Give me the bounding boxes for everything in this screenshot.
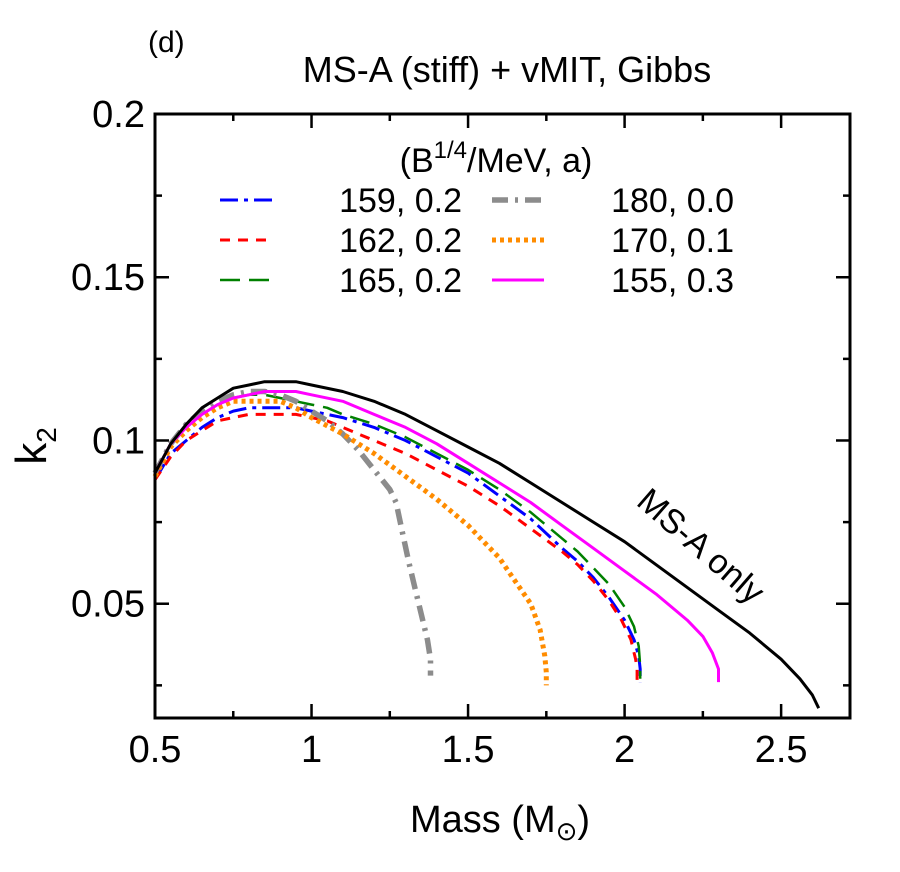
y-axis-label-sub: 2 [31, 427, 62, 443]
x-axis-label-main: Mass (M [410, 799, 556, 841]
x-tick-label: 1 [301, 729, 322, 771]
legend-title-post: /MeV, a) [467, 142, 592, 180]
y-tick-label: 0.1 [92, 420, 145, 462]
chart-title: MS-A (stiff) + vMIT, Gibbs [303, 49, 711, 90]
x-tick-label: 1.5 [442, 729, 495, 771]
y-tick-label: 0.2 [92, 94, 145, 136]
plot-area: 0.5 1 1.5 2 2.5 0.05 0.1 0.15 0.2 [71, 94, 852, 771]
x-tick-label: 2 [614, 729, 635, 771]
sun-symbol: ⊙ [556, 816, 578, 846]
curve-170-0-1 [152, 398, 549, 686]
plot-frame [153, 112, 852, 720]
legend-title: (B1/4/MeV, a) [400, 137, 593, 180]
curve-ms-a-only [153, 380, 821, 709]
ticks-layer [153, 112, 850, 718]
curve-155-0-3 [153, 390, 720, 683]
panel-label: (d) [148, 26, 185, 59]
legend-label-162-0-2: 162, 0.2 [339, 222, 462, 260]
curves-layer [152, 380, 821, 709]
y-tick-label: 0.15 [71, 257, 145, 299]
x-axis-label: Mass (M⊙) [410, 799, 590, 846]
x-tick-label: 0.5 [129, 729, 182, 771]
x-axis-label-close: ) [577, 799, 590, 841]
legend-title-sup: 1/4 [434, 137, 467, 164]
y-axis-label-main: k [7, 442, 56, 465]
legend-label-165-0-2: 165, 0.2 [339, 262, 462, 300]
curve-162-0-2 [153, 412, 639, 683]
legend-label-170-0-1: 170, 0.1 [611, 222, 734, 260]
legend-label-155-0-3: 155, 0.3 [611, 262, 734, 300]
legend-label-180-0-0: 180, 0.0 [611, 182, 734, 220]
legend-title-pre: (B [400, 142, 434, 180]
y-tick-label: 0.05 [71, 584, 145, 626]
legend-label-159-0-2: 159, 0.2 [339, 182, 462, 220]
y-axis-label: k2 [7, 427, 62, 465]
x-tick-label: 2.5 [755, 729, 808, 771]
tick-labels-layer: 0.5 1 1.5 2 2.5 0.05 0.1 0.15 0.2 [71, 94, 808, 771]
curve-159-0-2 [153, 406, 642, 683]
